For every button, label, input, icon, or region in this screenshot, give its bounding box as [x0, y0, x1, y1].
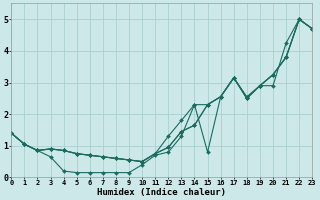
- X-axis label: Humidex (Indice chaleur): Humidex (Indice chaleur): [97, 188, 226, 197]
